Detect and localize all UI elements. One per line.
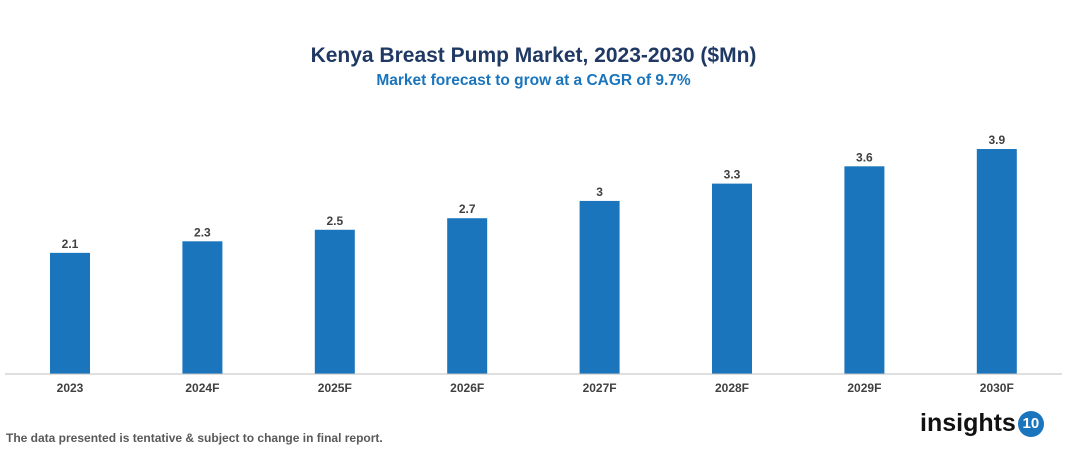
chart-subtitle: Market forecast to grow at a CAGR of 9.7… [376, 72, 691, 89]
footnote: The data presented is tentative & subjec… [6, 431, 383, 445]
data-label: 3.3 [724, 168, 741, 182]
logo-text: insights [920, 409, 1016, 437]
bar [447, 218, 488, 374]
data-label: 2.1 [62, 237, 79, 251]
insights10-logo: insights 10 [920, 409, 1044, 438]
x-tick-label: 2028F [715, 381, 749, 395]
data-label: 3 [596, 185, 603, 199]
bar [976, 149, 1017, 374]
data-label: 2.3 [194, 225, 211, 239]
x-tick-label: 2024F [185, 381, 219, 395]
bar [844, 166, 885, 374]
data-label: 2.5 [326, 214, 343, 228]
x-tick-label: 2026F [450, 381, 484, 395]
bar [182, 241, 223, 374]
x-tick-label: 2023 [57, 381, 84, 395]
bar [314, 229, 355, 374]
data-label: 3.6 [856, 150, 873, 164]
x-tick-label: 2025F [318, 381, 352, 395]
x-tick-label: 2027F [583, 381, 617, 395]
bar [712, 183, 752, 374]
x-tick-label: 2030F [980, 381, 1014, 395]
logo-badge: 10 [1017, 410, 1044, 437]
data-label: 2.7 [459, 202, 476, 216]
bar [579, 200, 620, 374]
x-tick-label: 2029F [847, 381, 881, 395]
data-label: 3.9 [988, 133, 1005, 147]
chart-title: Kenya Breast Pump Market, 2023-2030 ($Mn… [310, 44, 757, 67]
bar [50, 252, 90, 374]
